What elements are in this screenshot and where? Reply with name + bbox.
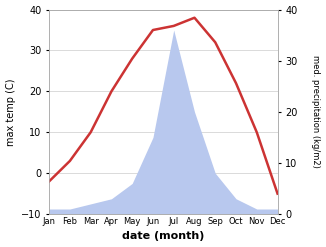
X-axis label: date (month): date (month) [122,231,204,242]
Y-axis label: max temp (C): max temp (C) [6,78,16,145]
Y-axis label: med. precipitation (kg/m2): med. precipitation (kg/m2) [311,55,320,168]
